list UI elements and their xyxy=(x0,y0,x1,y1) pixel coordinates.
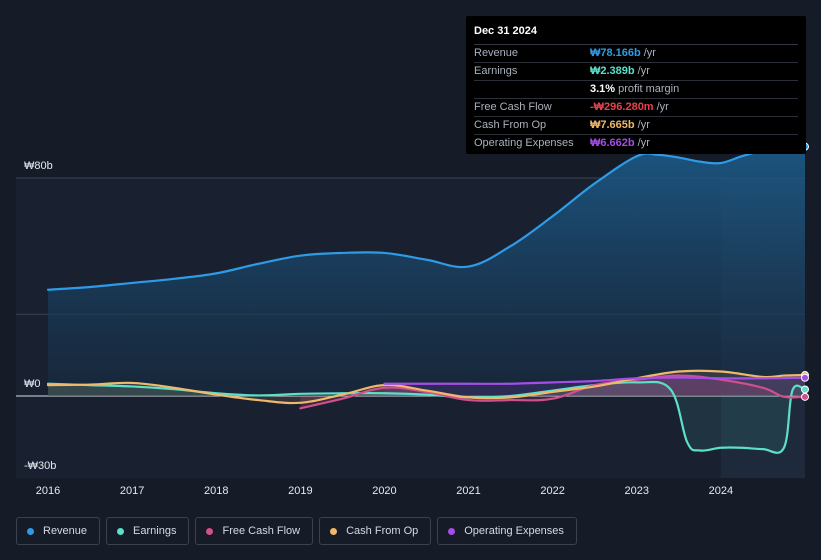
legend-dot-icon xyxy=(448,527,456,535)
legend-dot-icon xyxy=(27,527,34,535)
x-tick-label: 2021 xyxy=(456,485,481,497)
tooltip-row-value: ₩78.166b xyxy=(590,47,641,59)
tooltip-row: Cash From Op ₩7.665b/yr xyxy=(474,117,798,135)
tooltip-row: Revenue ₩78.166b/yr xyxy=(474,45,798,63)
legend-label: Free Cash Flow xyxy=(222,525,301,537)
x-tick-label: 2024 xyxy=(708,485,734,497)
series-endpoint xyxy=(801,385,809,394)
series-lines xyxy=(46,145,807,454)
x-tick-label: 2018 xyxy=(203,485,229,497)
legend-dot-icon xyxy=(206,527,214,535)
series-line-cash-from-op xyxy=(46,369,807,405)
y-tick-label: -₩30b xyxy=(24,460,57,472)
tooltip-row-unit: /yr xyxy=(637,119,650,131)
y-tick-label: ₩0 xyxy=(24,378,41,390)
y-tick-label: ₩80b xyxy=(24,160,53,172)
tooltip-row-unit: /yr xyxy=(637,65,650,77)
series-line-free-cash-flow xyxy=(299,374,807,410)
tooltip-row-value: -₩296.280m xyxy=(590,101,654,113)
x-tick-label: 2019 xyxy=(288,485,313,497)
tooltip-row: Earnings ₩2.389b/yr xyxy=(474,63,798,81)
x-tick-label: 2017 xyxy=(119,485,145,497)
tooltip-row-value: ₩7.665b xyxy=(590,119,635,131)
series-endpoint xyxy=(801,392,809,401)
tooltip: Dec 31 2024 Revenue ₩78.166b/yr Earnings ₩2… xyxy=(466,16,806,154)
x-tick-label: 2022 xyxy=(540,485,565,497)
tooltip-row-unit: /yr xyxy=(643,47,656,59)
tooltip-row-label: Operating Expenses xyxy=(474,137,574,149)
tooltip-row-label: Earnings xyxy=(474,65,518,77)
x-tick-label: 2020 xyxy=(372,485,397,497)
x-tick-label: 2023 xyxy=(624,485,650,497)
tooltip-row-value: ₩6.662b xyxy=(590,137,635,149)
legend-item[interactable]: Operating Expenses xyxy=(437,517,577,545)
tooltip-row: Free Cash Flow -₩296.280m/yr xyxy=(474,99,798,117)
legend-item[interactable]: Cash From Op xyxy=(319,517,432,545)
tooltip-row: Operating Expenses ₩6.662b/yr xyxy=(474,135,798,152)
tooltip-date: Dec 31 2024 xyxy=(474,22,798,45)
tooltip-row-label: Free Cash Flow xyxy=(474,101,552,113)
tooltip-row-unit: /yr xyxy=(656,101,669,113)
legend-label: Revenue xyxy=(43,525,88,537)
legend-label: Earnings xyxy=(133,525,177,537)
tooltip-row-label: Cash From Op xyxy=(474,119,547,131)
legend-item[interactable]: Free Cash Flow xyxy=(195,517,314,545)
legend: Revenue Earnings Free Cash Flow Cash From O… xyxy=(16,517,579,545)
series-areas xyxy=(48,146,805,453)
tooltip-row-label: Revenue xyxy=(474,47,519,59)
tooltip-row-unit: profit margin xyxy=(618,83,680,95)
series-area-revenue xyxy=(48,146,805,396)
legend-item[interactable]: Earnings xyxy=(106,517,190,545)
legend-dot-icon xyxy=(330,527,338,535)
series-area-earnings xyxy=(48,381,805,453)
tooltip-row-value: 3.1% xyxy=(590,83,616,95)
tooltip-row-value: ₩2.389b xyxy=(590,65,635,77)
tooltip-row: 3.1% profit margin xyxy=(474,81,798,99)
series-line-operating-expenses xyxy=(383,376,807,385)
legend-label: Operating Expenses xyxy=(464,525,564,537)
series-endpoint xyxy=(801,373,809,382)
series-line-revenue xyxy=(46,145,807,291)
tooltip-row-label xyxy=(474,81,590,98)
legend-item[interactable]: Revenue xyxy=(16,517,101,545)
tooltip-row-unit: /yr xyxy=(637,137,650,149)
legend-dot-icon xyxy=(117,527,125,535)
series-area-cash-from-op xyxy=(48,370,805,404)
x-tick-label: 2016 xyxy=(35,485,61,497)
series-area-free-cash-flow xyxy=(300,375,805,409)
legend-label: Cash From Op xyxy=(346,525,419,537)
